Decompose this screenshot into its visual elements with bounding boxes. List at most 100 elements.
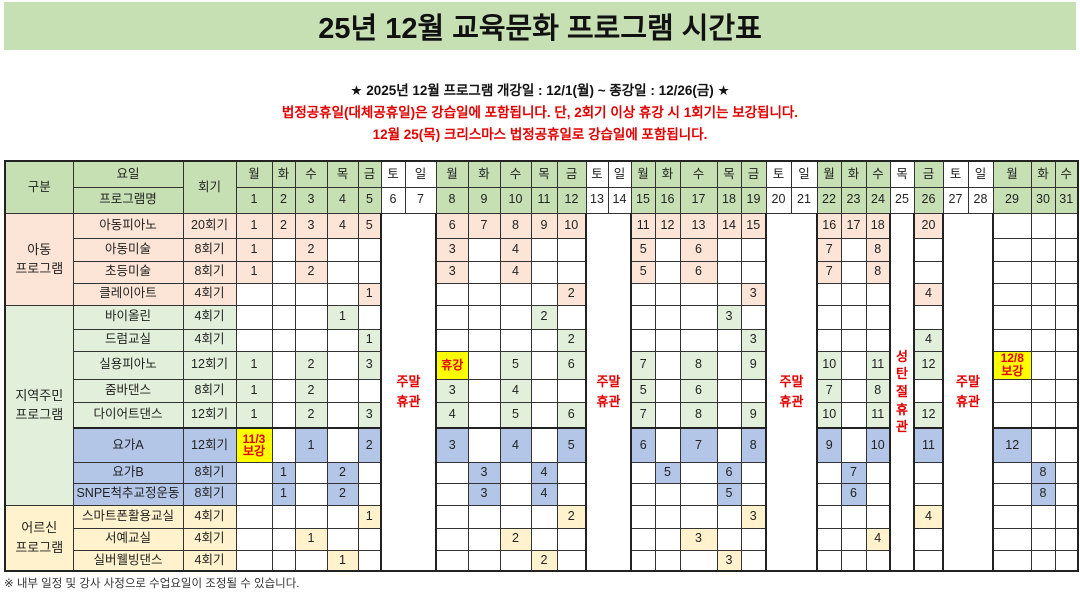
- date-header: 14: [607, 186, 632, 214]
- empty-cell: [992, 212, 1032, 239]
- table-row: 요가B 8회기 1 2 3 4 5 6 7 8: [5, 461, 1079, 484]
- empty-cell: [913, 549, 944, 572]
- session-cell: 7: [816, 237, 842, 262]
- program-sessions: 20회기: [182, 212, 237, 239]
- empty-cell: [556, 304, 587, 330]
- empty-cell: [716, 427, 742, 463]
- program-sessions: 8회기: [182, 237, 237, 262]
- date-header: 7: [404, 186, 437, 214]
- session-cell: 17: [840, 212, 867, 239]
- session-cell: 5: [556, 427, 587, 463]
- session-cell: 7: [467, 212, 501, 239]
- program-sessions: 4회기: [182, 282, 237, 306]
- session-cell: 2: [294, 350, 328, 380]
- header-program: 프로그램명: [72, 186, 184, 214]
- session-cell: 11: [630, 212, 656, 239]
- session-cell: 12: [913, 401, 944, 429]
- session-cell: 8: [679, 350, 718, 380]
- empty-cell: [840, 328, 867, 352]
- empty-cell: [816, 282, 842, 306]
- empty-cell: [740, 461, 767, 484]
- session-cell: 2: [530, 549, 558, 572]
- program-sessions: 4회기: [182, 328, 237, 352]
- empty-cell: [467, 350, 501, 380]
- empty-cell: [271, 549, 296, 572]
- empty-cell: [992, 461, 1032, 484]
- empty-cell: [271, 504, 296, 529]
- empty-cell: [1054, 260, 1079, 284]
- session-cell: 4: [913, 282, 944, 306]
- session-cell: 9: [740, 401, 767, 429]
- empty-cell: [816, 304, 842, 330]
- empty-cell: [294, 482, 328, 506]
- christmas-closed-label: 성 탄 절 휴 관: [889, 212, 915, 572]
- date-header: 26: [913, 186, 944, 214]
- session-cell: 5: [357, 212, 382, 239]
- session-cell: 8: [740, 427, 767, 463]
- date-header: 11: [530, 186, 558, 214]
- empty-cell: [1030, 328, 1056, 352]
- empty-cell: [326, 328, 359, 352]
- empty-cell: [530, 260, 558, 284]
- empty-cell: [992, 282, 1032, 306]
- weekday-header: 일: [967, 160, 994, 188]
- session-cell: 3: [467, 482, 501, 506]
- empty-cell: [530, 504, 558, 529]
- empty-cell: [913, 260, 944, 284]
- session-cell: 4: [865, 527, 891, 551]
- empty-cell: [467, 237, 501, 262]
- empty-cell: [467, 260, 501, 284]
- date-header: 15: [630, 186, 656, 214]
- empty-cell: [499, 328, 532, 352]
- session-cell: 9: [740, 350, 767, 380]
- date-header: 9: [467, 186, 501, 214]
- session-cell: 7: [630, 350, 656, 380]
- empty-cell: [816, 461, 842, 484]
- empty-cell: [294, 549, 328, 572]
- empty-cell: [992, 237, 1032, 262]
- date-header: 27: [942, 186, 969, 214]
- session-cell: 1: [357, 328, 382, 352]
- empty-cell: [840, 304, 867, 330]
- session-cell: 3: [740, 282, 767, 306]
- empty-cell: [654, 350, 681, 380]
- program-sessions: 8회기: [182, 260, 237, 284]
- program-name: 실용피아노: [72, 350, 184, 380]
- empty-cell: [467, 304, 501, 330]
- session-cell: 6: [556, 350, 587, 380]
- session-cell: 2: [294, 378, 328, 403]
- empty-cell: [654, 282, 681, 306]
- table-row: 다이어트댄스 12회기 1 2 3 4 5 6 7 8 9 10 11 12: [5, 401, 1079, 429]
- empty-cell: [740, 237, 767, 262]
- empty-cell: [357, 260, 382, 284]
- session-cell: 10: [816, 350, 842, 380]
- empty-cell: [865, 482, 891, 506]
- weekday-header: 금: [913, 160, 944, 188]
- weekday-header: 토: [942, 160, 969, 188]
- empty-cell: [654, 237, 681, 262]
- empty-cell: [1054, 549, 1079, 572]
- empty-cell: [556, 378, 587, 403]
- session-cell: 3: [357, 401, 382, 429]
- weekday-header: 화: [271, 160, 296, 188]
- date-header: 12: [556, 186, 587, 214]
- session-cell: 14: [716, 212, 742, 239]
- empty-cell: [679, 328, 718, 352]
- empty-cell: [235, 482, 273, 506]
- table-row: 줌바댄스 8회기 1 2 3 4 5 6 7 8: [5, 378, 1079, 403]
- empty-cell: [235, 527, 273, 551]
- session-cell: 18: [865, 212, 891, 239]
- empty-cell: [326, 237, 359, 262]
- weekday-header: 토: [765, 160, 792, 188]
- program-name: 바이올린: [72, 304, 184, 330]
- session-cell: 12: [992, 427, 1032, 463]
- session-cell: 5: [630, 378, 656, 403]
- empty-cell: [271, 401, 296, 429]
- empty-cell: [740, 482, 767, 506]
- program-sessions: 4회기: [182, 549, 237, 572]
- empty-cell: [716, 527, 742, 551]
- session-cell: 1: [294, 527, 328, 551]
- session-cell: 5: [716, 482, 742, 506]
- empty-cell: [499, 282, 532, 306]
- table-row: 실버웰빙댄스 4회기 1 2 3: [5, 549, 1079, 572]
